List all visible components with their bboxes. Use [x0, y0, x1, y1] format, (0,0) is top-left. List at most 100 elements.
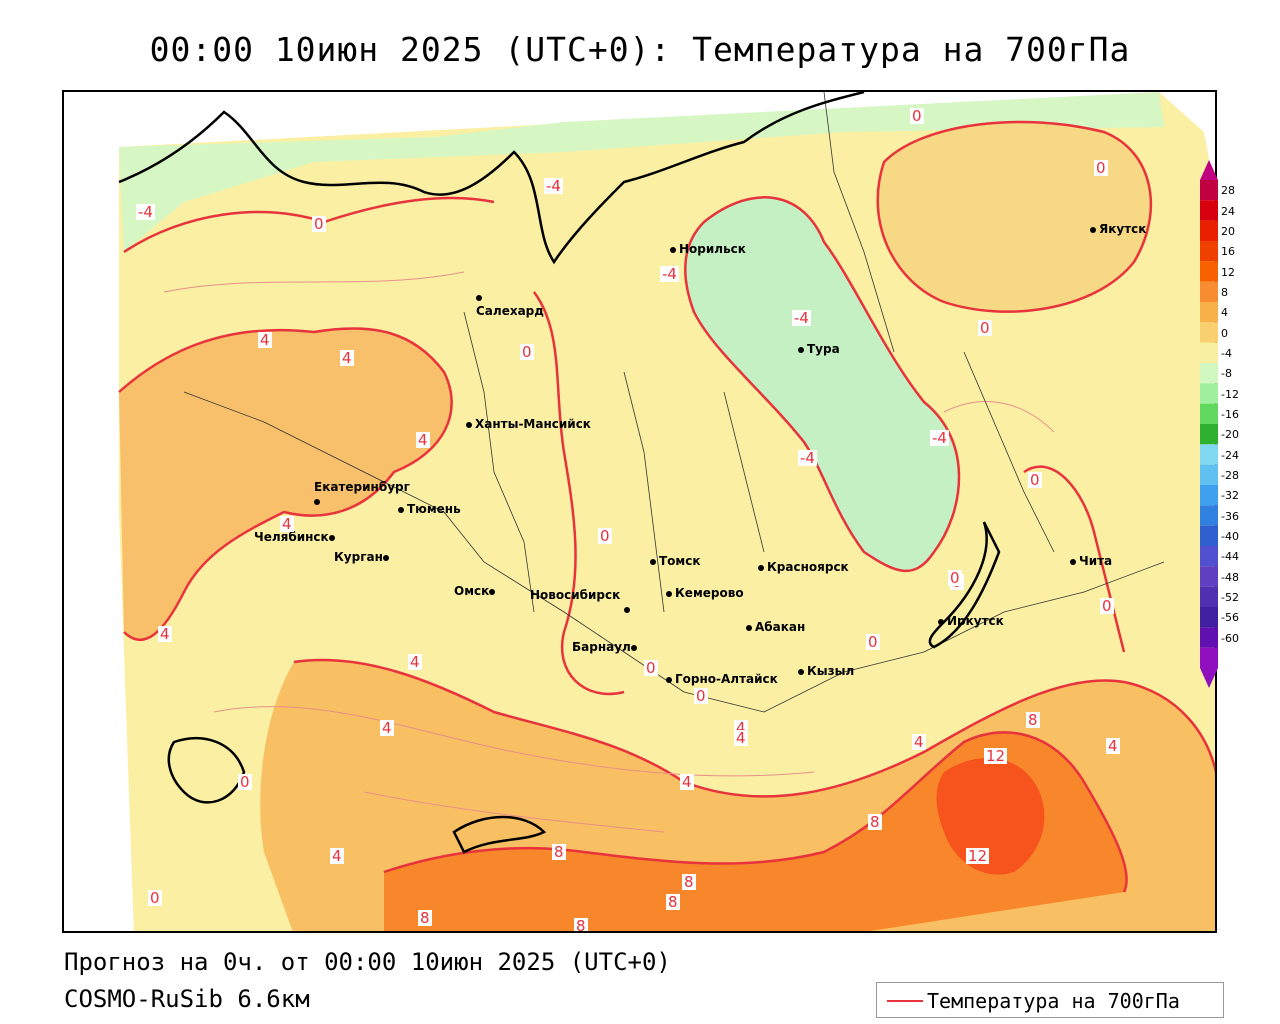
- colorbar-cell: [1200, 241, 1218, 262]
- colorbar-cell: [1200, 200, 1218, 221]
- contour-label: 0: [978, 319, 992, 337]
- contour-label: 0: [694, 687, 708, 705]
- city-marker: [489, 588, 496, 595]
- city-chelyabinsk: Челябинск: [254, 530, 338, 544]
- contour-label: -4: [544, 177, 563, 195]
- legend-label: Температура на 700гПа: [927, 989, 1180, 1013]
- contour-label: 4: [408, 653, 422, 671]
- city-marker: [398, 506, 404, 513]
- contour-label: 4: [380, 719, 394, 737]
- colorbar-tick-label: 12: [1221, 265, 1235, 279]
- city-kyzyl: Кызыл: [798, 664, 854, 678]
- contour-label: 4: [330, 847, 344, 865]
- contour-label: 8: [1026, 711, 1040, 729]
- city-tyumen: Тюмень: [398, 502, 461, 516]
- city-novosibirsk: Новосибирск: [530, 588, 633, 616]
- contour-label: -4: [660, 265, 679, 283]
- colorbar-cell: [1200, 505, 1218, 526]
- colorbar-cell: [1200, 281, 1218, 302]
- colorbar-tick-label: 4: [1221, 306, 1228, 320]
- colorbar-tick-label: 24: [1221, 204, 1235, 218]
- contour-label: 8: [418, 909, 432, 927]
- city-marker: [670, 246, 676, 253]
- contour-label: 0: [866, 633, 880, 651]
- admin-boundaries: [183, 92, 1165, 713]
- colorbar-tick-label: -12: [1221, 387, 1239, 401]
- contour-label: 4: [912, 733, 926, 751]
- contour-label: -4: [792, 309, 811, 327]
- map-fill: [118, 92, 1215, 931]
- city-abakan: Абакан: [746, 620, 805, 634]
- contour-label: 0: [148, 889, 162, 907]
- contour-label: 4: [340, 349, 354, 367]
- contour-label: 0: [644, 659, 658, 677]
- contour-label: 0: [1100, 597, 1114, 615]
- colorbar-cell: [1200, 647, 1218, 668]
- contour-label: 4: [280, 515, 294, 533]
- legend-line: [887, 1000, 923, 1002]
- colorbar: [1200, 160, 1218, 688]
- colorbar-tick-label: -44: [1221, 550, 1239, 564]
- contour-label: 0: [520, 343, 534, 361]
- contour-label: 8: [666, 893, 680, 911]
- colorbar-cell: [1200, 383, 1218, 404]
- thin-isotherms: [163, 271, 1055, 833]
- cold-area-central: [685, 197, 959, 571]
- contour-label: 0: [1028, 471, 1042, 489]
- colorbar-bottom-arrow: [1200, 668, 1218, 688]
- city-marker: [758, 564, 764, 571]
- colorbar-tick-label: -40: [1221, 529, 1239, 543]
- colorbar-cell: [1200, 627, 1218, 648]
- city-ekaterinburg: Екатеринбург: [314, 480, 410, 508]
- colorbar-cell: [1200, 546, 1218, 567]
- colorbar-tick-label: -16: [1221, 407, 1239, 421]
- city-chita: Чита: [1070, 554, 1112, 568]
- colorbar-tick-label: 28: [1221, 184, 1235, 198]
- colorbar-cell: [1200, 607, 1218, 628]
- city-marker: [746, 624, 752, 631]
- contour-label: 4: [416, 431, 430, 449]
- colorbar-tick-label: -32: [1221, 489, 1239, 503]
- city-irkutsk: Иркутск: [938, 614, 1004, 628]
- city-marker: [476, 294, 482, 301]
- warm-area-west: [119, 328, 452, 640]
- hottest-area-south: [936, 758, 1045, 875]
- colorbar-tick-label: 20: [1221, 224, 1235, 238]
- map-title: 00:00 10июн 2025 (UTC+0): Температура на…: [149, 30, 1131, 69]
- city-khanty-mansiysk: Ханты-Мансийск: [466, 417, 591, 431]
- city-marker: [466, 421, 472, 428]
- cold-strip-north: [119, 92, 1164, 252]
- city-krasnoyarsk: Красноярск: [758, 560, 849, 574]
- city-marker: [666, 590, 672, 597]
- colorbar-tick-label: -20: [1221, 428, 1239, 442]
- contour-label: 4: [734, 729, 748, 747]
- contour-label: 8: [868, 813, 882, 831]
- city-marker: [624, 606, 630, 613]
- city-yakutsk: Якутск: [1090, 222, 1146, 236]
- city-gorno-altaysk: Горно-Алтайск: [666, 672, 778, 686]
- city-barnaul: Барнаул: [572, 640, 640, 654]
- contour-label: -4: [930, 429, 949, 447]
- city-marker: [328, 534, 335, 541]
- city-salekhard: Салехард: [476, 290, 544, 318]
- city-norilsk: Норильск: [670, 242, 746, 256]
- contour-label: 4: [258, 331, 272, 349]
- warm-area-yakutia: [877, 122, 1151, 312]
- contour-label: 0: [598, 527, 612, 545]
- city-marker: [630, 644, 637, 651]
- colorbar-tick-label: -8: [1221, 367, 1232, 381]
- colorbar-tick-label: -36: [1221, 509, 1239, 523]
- city-marker: [650, 558, 656, 565]
- contour-label: -4: [798, 449, 817, 467]
- colorbar-tick-label: 8: [1221, 285, 1228, 299]
- legend: Температура на 700гПа: [876, 982, 1224, 1018]
- city-kemerovo: Кемерово: [666, 586, 744, 600]
- colorbar-top-arrow: [1200, 160, 1218, 180]
- city-tura: Тура: [798, 342, 840, 356]
- contour-label: -4: [136, 203, 155, 221]
- colorbar-tick-label: 16: [1221, 245, 1235, 259]
- colorbar-tick-label: -28: [1221, 468, 1239, 482]
- colorbar-cell: [1200, 424, 1218, 445]
- colorbar-cell: [1200, 444, 1218, 465]
- city-marker: [1070, 558, 1076, 565]
